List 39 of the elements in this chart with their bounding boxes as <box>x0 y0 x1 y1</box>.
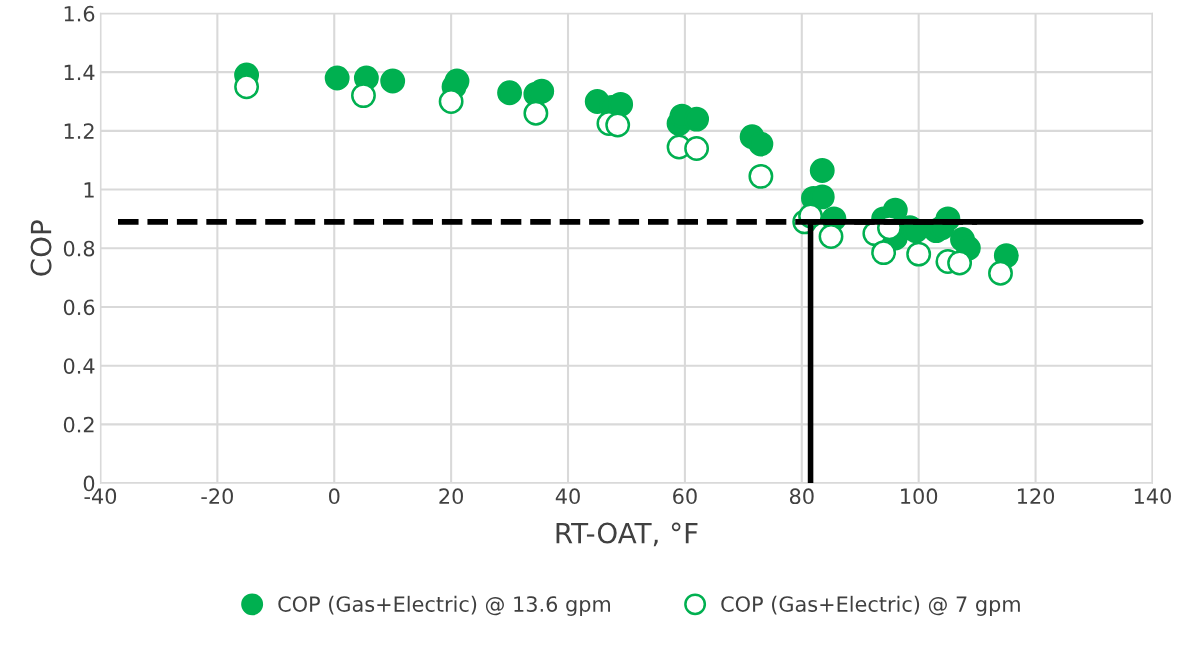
point <box>605 112 631 138</box>
point <box>818 224 844 249</box>
point <box>438 89 464 114</box>
x-tick-label: 120 <box>1017 488 1055 505</box>
x-tick-label: 80 <box>789 488 814 505</box>
y-tick-label: 1 <box>84 182 94 198</box>
y-tick-label: 0.2 <box>63 416 94 433</box>
point <box>351 83 376 109</box>
legend-label: COP (Gas+Electric) @ 13.6 gpm <box>278 595 611 616</box>
y-tick-label: 1.2 <box>64 123 94 139</box>
point <box>871 240 897 266</box>
x-tick-label: 140 <box>1134 488 1171 505</box>
x-tick-label: 40 <box>555 488 580 505</box>
y-tick-label: 1.4 <box>64 64 95 81</box>
point <box>523 100 549 126</box>
point <box>748 163 774 189</box>
point <box>988 260 1013 286</box>
point <box>497 80 523 106</box>
x-tick-label: 20 <box>439 488 463 505</box>
point <box>906 241 932 267</box>
y-tick-label: 0.4 <box>63 358 95 374</box>
y-axis-title: COP <box>30 220 52 276</box>
legend-label: COP (Gas+Electric) @ 7 gpm <box>721 595 1020 616</box>
point <box>380 68 406 94</box>
point <box>529 78 555 104</box>
point <box>234 74 260 100</box>
x-axis-title: RT-OAT, °F <box>556 522 698 547</box>
x-tick-label: 0 <box>328 488 340 505</box>
point <box>324 65 350 91</box>
y-tick-label: 0.6 <box>63 299 95 316</box>
point <box>684 136 710 161</box>
x-tick-label: -20 <box>201 488 233 505</box>
point <box>748 131 774 157</box>
point <box>947 250 973 276</box>
x-tick-label: 60 <box>673 488 697 505</box>
x-tick-label: 100 <box>901 488 938 505</box>
y-tick-label: 0.8 <box>63 240 95 257</box>
point <box>809 158 835 183</box>
y-tick-label: 1.6 <box>64 5 95 22</box>
